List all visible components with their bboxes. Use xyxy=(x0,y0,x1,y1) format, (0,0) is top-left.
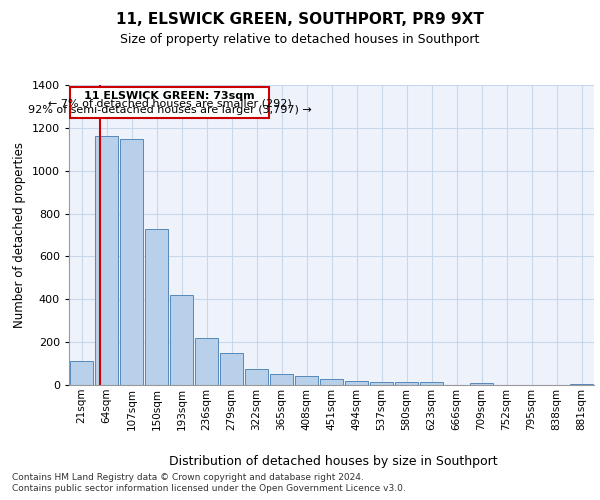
Bar xyxy=(320,378,343,385)
Bar xyxy=(120,138,143,385)
Bar xyxy=(345,380,368,385)
Bar xyxy=(170,295,193,385)
Bar xyxy=(420,382,443,385)
Text: 11, ELSWICK GREEN, SOUTHPORT, PR9 9XT: 11, ELSWICK GREEN, SOUTHPORT, PR9 9XT xyxy=(116,12,484,28)
Bar xyxy=(220,353,243,385)
Text: 11 ELSWICK GREEN: 73sqm: 11 ELSWICK GREEN: 73sqm xyxy=(85,91,255,101)
Bar xyxy=(245,369,268,385)
Bar xyxy=(270,374,293,385)
Bar xyxy=(295,376,318,385)
Bar xyxy=(195,338,218,385)
Bar xyxy=(70,362,93,385)
Bar xyxy=(370,382,393,385)
Text: Contains HM Land Registry data © Crown copyright and database right 2024.: Contains HM Land Registry data © Crown c… xyxy=(12,472,364,482)
Bar xyxy=(570,384,593,385)
Text: Distribution of detached houses by size in Southport: Distribution of detached houses by size … xyxy=(169,455,497,468)
Text: Contains public sector information licensed under the Open Government Licence v3: Contains public sector information licen… xyxy=(12,484,406,493)
Bar xyxy=(145,228,168,385)
Bar xyxy=(470,383,493,385)
Bar xyxy=(95,136,118,385)
Bar xyxy=(395,382,418,385)
Text: ← 7% of detached houses are smaller (292): ← 7% of detached houses are smaller (292… xyxy=(48,98,292,108)
Text: 92% of semi-detached houses are larger (3,797) →: 92% of semi-detached houses are larger (… xyxy=(28,105,311,115)
Y-axis label: Number of detached properties: Number of detached properties xyxy=(13,142,26,328)
FancyBboxPatch shape xyxy=(70,87,269,118)
Text: Size of property relative to detached houses in Southport: Size of property relative to detached ho… xyxy=(121,32,479,46)
